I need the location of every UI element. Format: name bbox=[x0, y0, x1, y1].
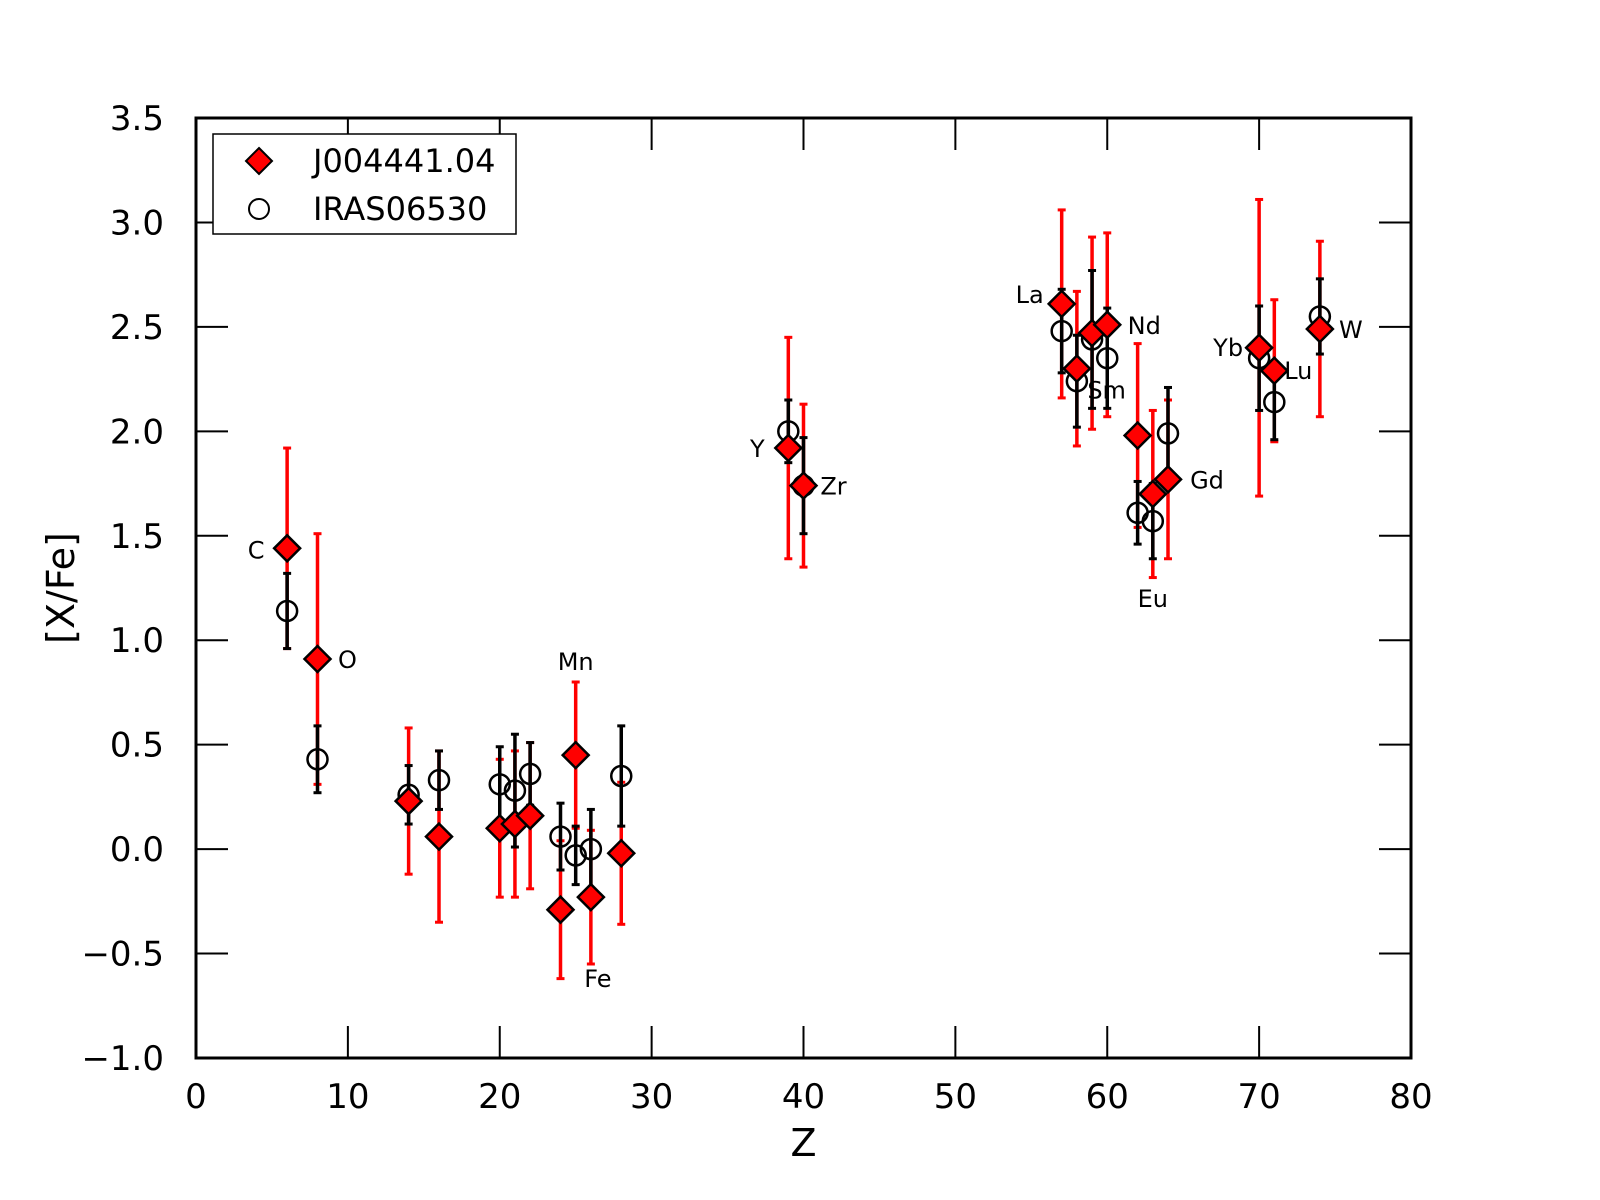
point-iras06530 bbox=[1050, 319, 1073, 343]
point-j004441 bbox=[1138, 479, 1168, 509]
y-tick-label: 3.5 bbox=[110, 99, 164, 139]
x-axis-title: Z bbox=[790, 1121, 816, 1165]
element-label: C bbox=[248, 536, 265, 564]
x-tick-label: 30 bbox=[630, 1077, 673, 1117]
point-iras06530 bbox=[488, 773, 511, 796]
x-tick-label: 0 bbox=[185, 1077, 207, 1117]
element-label: Fe bbox=[584, 965, 611, 993]
point-iras06530 bbox=[1141, 509, 1165, 533]
x-tick-label: 50 bbox=[934, 1077, 977, 1117]
point-j004441 bbox=[576, 882, 606, 912]
error-bar-iras06530 bbox=[556, 801, 565, 872]
point-j004441 bbox=[1305, 314, 1335, 344]
element-label: Eu bbox=[1138, 585, 1168, 613]
point-j004441 bbox=[606, 838, 637, 869]
point-j004441 bbox=[515, 800, 545, 831]
element-label: O bbox=[338, 646, 357, 674]
element-label: Gd bbox=[1190, 466, 1224, 494]
y-tick-label: 1.0 bbox=[110, 621, 164, 661]
point-iras06530 bbox=[564, 844, 587, 867]
element-labels: C O Mn Fe Y Zr La Nd Sm Eu Gd Yb Lu W bbox=[248, 281, 1363, 993]
point-j004441 bbox=[1092, 310, 1123, 340]
point-iras06530 bbox=[610, 764, 633, 788]
y-tick-label: 3.0 bbox=[110, 203, 164, 243]
y-tick-label: −0.5 bbox=[81, 935, 164, 975]
legend-marker-circle bbox=[248, 198, 270, 220]
y-tick-label: −1.0 bbox=[81, 1039, 164, 1079]
point-j004441 bbox=[1244, 333, 1274, 363]
element-label: Nd bbox=[1128, 312, 1161, 340]
element-label: Sm bbox=[1087, 377, 1126, 405]
x-tick-label: 20 bbox=[478, 1077, 521, 1117]
element-label: Mn bbox=[558, 648, 594, 676]
y-tick-label: 0.0 bbox=[110, 830, 164, 870]
element-label: W bbox=[1339, 316, 1363, 344]
point-iras06530 bbox=[1263, 390, 1286, 414]
x-tick-label: 70 bbox=[1237, 1077, 1280, 1117]
point-iras06530 bbox=[306, 748, 329, 771]
legend: J004441.04 IRAS06530 bbox=[212, 133, 517, 235]
point-j004441 bbox=[1153, 464, 1183, 495]
error-bar-iras06530 bbox=[313, 724, 322, 795]
point-iras06530 bbox=[1096, 346, 1119, 370]
point-j004441 bbox=[1259, 355, 1290, 386]
x-tick-label: 10 bbox=[326, 1077, 369, 1117]
error-bar-iras06530 bbox=[571, 824, 580, 887]
point-j004441 bbox=[560, 740, 591, 770]
y-axis-title: [X/Fe] bbox=[39, 532, 83, 644]
data-points bbox=[272, 289, 1335, 925]
point-j004441 bbox=[1062, 353, 1092, 384]
element-label: Yb bbox=[1212, 334, 1243, 362]
y-tick-label: 1.5 bbox=[110, 517, 164, 557]
point-iras06530 bbox=[427, 768, 451, 792]
element-label: La bbox=[1016, 281, 1044, 309]
legend-label-series-2: IRAS06530 bbox=[313, 190, 487, 228]
y-tick-label: 2.0 bbox=[110, 412, 164, 452]
element-label: Y bbox=[749, 435, 765, 463]
plot-frame bbox=[194, 116, 1413, 1060]
point-j004441 bbox=[545, 894, 576, 925]
error-bar-iras06530 bbox=[435, 749, 443, 811]
error-bar-iras06530 bbox=[526, 741, 535, 807]
point-iras06530 bbox=[579, 837, 603, 861]
error-bar-iras06530 bbox=[1133, 479, 1142, 546]
point-j004441 bbox=[272, 533, 302, 564]
error-bar-iras06530 bbox=[283, 571, 292, 651]
point-iras06530 bbox=[518, 762, 542, 786]
point-j004441 bbox=[1122, 420, 1153, 451]
axis-ticks: 0 10 20 30 40 50 60 70 80 −1.0 −0.5 0.0 0.5 1.0 1.5 2.0… bbox=[81, 99, 1432, 1117]
point-j004441 bbox=[1046, 289, 1077, 319]
element-label: Lu bbox=[1284, 357, 1312, 385]
legend-label-series-1: J004441.04 bbox=[311, 142, 495, 180]
point-iras06530 bbox=[1156, 422, 1180, 445]
y-tick-label: 2.5 bbox=[110, 308, 164, 348]
point-j004441 bbox=[788, 470, 819, 501]
point-j004441 bbox=[773, 433, 804, 463]
point-iras06530 bbox=[503, 779, 527, 802]
y-tick-label: 0.5 bbox=[110, 726, 164, 766]
error-bar-iras06530 bbox=[586, 807, 595, 891]
point-j004441 bbox=[393, 786, 424, 816]
x-tick-label: 60 bbox=[1086, 1077, 1129, 1117]
point-j004441 bbox=[302, 644, 333, 674]
error-bar-iras06530 bbox=[617, 724, 626, 828]
x-tick-label: 80 bbox=[1389, 1077, 1432, 1117]
point-j004441 bbox=[424, 821, 454, 852]
point-iras06530 bbox=[549, 825, 572, 848]
x-tick-label: 40 bbox=[782, 1077, 825, 1117]
point-iras06530 bbox=[275, 599, 299, 623]
legend-marker-diamond bbox=[244, 146, 274, 176]
element-label: Zr bbox=[820, 473, 846, 501]
